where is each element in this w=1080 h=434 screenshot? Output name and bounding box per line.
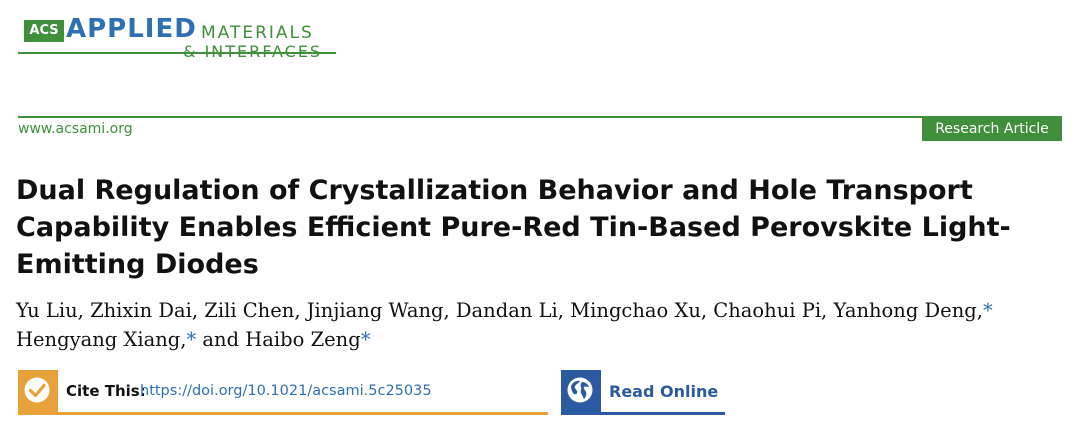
journal-website-link[interactable]: www.acsami.org <box>18 121 133 137</box>
corresponding-author-mark[interactable]: * <box>186 328 197 351</box>
acs-logo-box: ACS <box>24 20 64 42</box>
header-rule <box>18 116 1062 118</box>
checkmark-icon <box>18 370 58 412</box>
read-online-underline <box>561 412 725 415</box>
author-haibo-zeng[interactable]: and Haibo Zeng <box>196 328 361 351</box>
article-type-badge: Research Article <box>922 118 1062 141</box>
cite-this-label: Cite This: <box>66 382 146 400</box>
cite-underline <box>18 412 548 415</box>
journal-logo: ACS APPLIED MATERIALS & INTERFACES <box>18 12 336 61</box>
article-title: Dual Regulation of Crystallization Behav… <box>16 175 1011 280</box>
globe-icon <box>561 370 601 412</box>
read-online-label[interactable]: Read Online <box>609 382 719 401</box>
corresponding-author-mark[interactable]: * <box>360 328 371 351</box>
journal-name-materials: MATERIALS <box>201 23 314 43</box>
journal-name-applied: APPLIED <box>66 14 197 44</box>
read-online-button[interactable]: Read Online <box>561 370 725 416</box>
author-list: Yu Liu, Zhixin Dai, Zili Chen, Jinjiang … <box>16 296 1066 354</box>
author-hengyang-xiang[interactable]: Hengyang Xiang, <box>16 328 187 351</box>
journal-name-interfaces: & INTERFACES <box>183 42 322 61</box>
logo-underline <box>18 52 336 54</box>
doi-link[interactable]: https://doi.org/10.1021/acsami.5c25035 <box>140 383 432 399</box>
authors-line-1[interactable]: Yu Liu, Zhixin Dai, Zili Chen, Jinjiang … <box>16 299 983 322</box>
cite-this-bar[interactable]: Cite This: https://doi.org/10.1021/acsam… <box>18 370 548 416</box>
corresponding-author-mark[interactable]: * <box>982 299 993 322</box>
